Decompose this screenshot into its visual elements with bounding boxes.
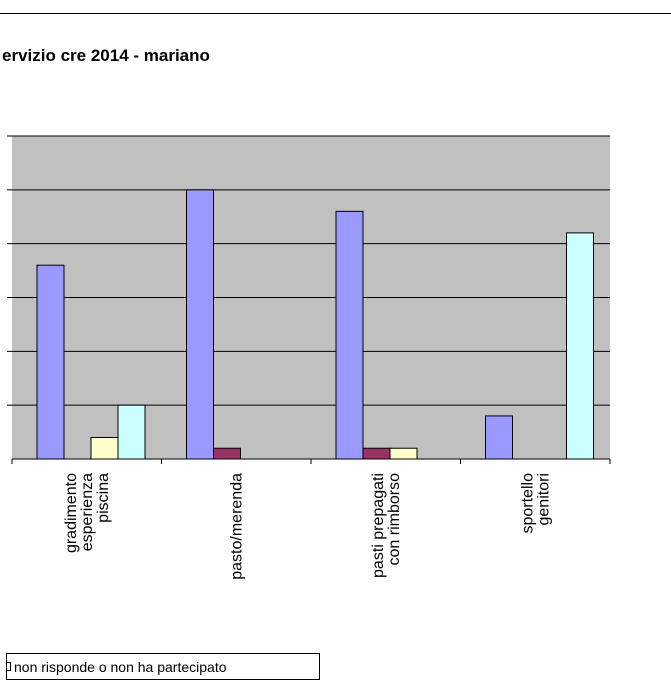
bar xyxy=(566,232,594,460)
x-tick-label: pasti prepagati xyxy=(370,473,387,578)
bar xyxy=(90,436,119,460)
bar xyxy=(335,210,364,460)
bar xyxy=(362,447,391,460)
x-tick-label: esperienza xyxy=(79,473,96,551)
chart-title: ervizio cre 2014 - mariano xyxy=(2,46,210,65)
legend-swatch xyxy=(6,662,11,671)
bar xyxy=(186,189,214,460)
top-rule xyxy=(0,13,671,14)
bar xyxy=(117,404,146,460)
x-tick-label: piscina xyxy=(95,473,112,523)
x-tick-label: pasto/merenda xyxy=(228,473,245,580)
bar-chart: gradimento esperienza piscina pasto/merenda… xyxy=(7,135,611,580)
x-tick-label: sportello xyxy=(519,473,536,534)
legend: non risponde o non ha partecipato xyxy=(6,653,320,680)
bar xyxy=(213,447,241,460)
bar xyxy=(485,415,513,460)
bar xyxy=(389,447,418,460)
bar xyxy=(36,264,65,460)
x-tick-label: gradimento xyxy=(63,473,80,553)
legend-label: non risponde o non ha partecipato xyxy=(14,658,227,675)
x-tick-label: con rimborso xyxy=(386,473,403,566)
x-tick-label: genitori xyxy=(535,473,552,525)
